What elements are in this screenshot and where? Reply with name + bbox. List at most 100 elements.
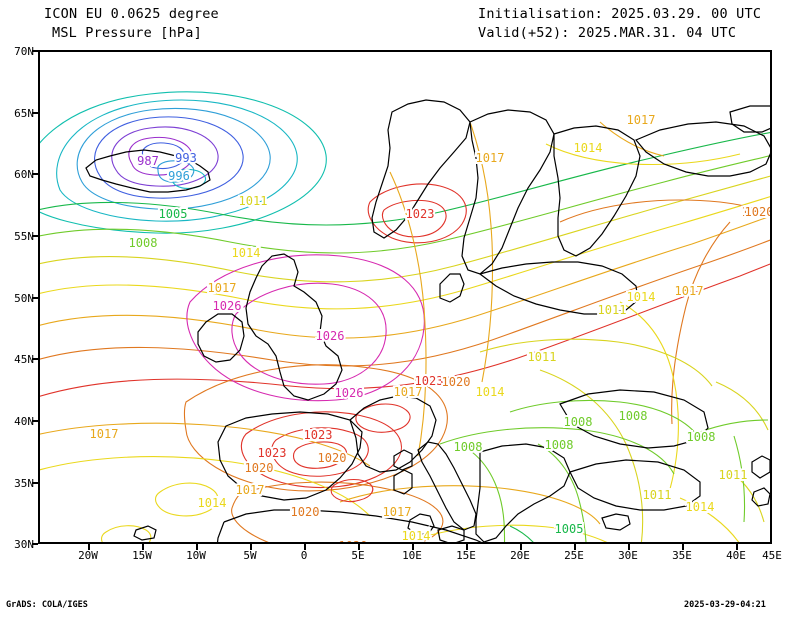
contour-label: 1020 (742, 205, 770, 219)
svg-text:1014: 1014 (476, 385, 505, 399)
contour-label: 1008 (129, 236, 158, 250)
svg-text:1011: 1011 (719, 468, 748, 482)
svg-text:996: 996 (168, 169, 190, 183)
contour-label: 1023 (304, 428, 333, 442)
grads-credit-label: GrADS: COLA/IGES (6, 600, 88, 610)
x-tick-label-15E: 15E (456, 549, 476, 562)
svg-text:1011: 1011 (598, 303, 627, 317)
x-tick-label-20W: 20W (78, 549, 98, 562)
svg-text:1020: 1020 (245, 461, 274, 475)
svg-text:1014: 1014 (402, 529, 431, 542)
render-timestamp: 2025-03-29-04:21 (684, 600, 766, 610)
svg-text:1020: 1020 (745, 205, 770, 219)
svg-text:1023: 1023 (415, 374, 444, 388)
x-tick-label-20E: 20E (510, 549, 530, 562)
contour-group-1017 (40, 121, 665, 525)
y-tick-mark (32, 50, 38, 52)
contour-label: 1011 (239, 194, 268, 208)
contour-group-atlantic-bands (40, 132, 770, 397)
contour-label: 1014 (402, 529, 431, 542)
contour-label: 996 (168, 169, 190, 183)
contour-label: 1014 (198, 496, 227, 510)
y-tick-label-40N: 40N (14, 415, 34, 428)
svg-text:1017: 1017 (90, 427, 119, 441)
contour-lines (40, 91, 770, 542)
x-tick-mark (412, 544, 414, 550)
svg-text:1014: 1014 (574, 141, 603, 155)
contour-label: 1017 (675, 284, 704, 298)
svg-text:1017: 1017 (394, 385, 423, 399)
contour-label: 1017 (394, 385, 423, 399)
svg-text:1011: 1011 (528, 350, 557, 364)
x-tick-label-35E: 35E (672, 549, 692, 562)
contour-label: 1014 (232, 246, 261, 260)
contour-label: 1008 (564, 415, 593, 429)
x-tick-mark (628, 544, 630, 550)
svg-text:1023: 1023 (304, 428, 333, 442)
x-tick-mark (466, 544, 468, 550)
x-tick-mark (88, 544, 90, 550)
contour-label: 1020 (291, 505, 320, 519)
y-tick-mark (32, 543, 38, 545)
contour-label: 1023 (415, 374, 444, 388)
contour-label: 1020 (442, 375, 471, 389)
y-tick-label-30N: 30N (14, 538, 34, 551)
contour-label: 1008 (619, 409, 648, 423)
contour-label: 1026 (335, 386, 364, 400)
x-tick-label-5E: 5E (351, 549, 365, 562)
x-tick-label-15W: 15W (132, 549, 152, 562)
contour-group-1020 (183, 199, 770, 542)
svg-text:987: 987 (137, 154, 159, 168)
contour-label: 1014 (574, 141, 603, 155)
contour-group-1014 (40, 143, 741, 542)
x-tick-mark (358, 544, 360, 550)
x-tick-mark (142, 544, 144, 550)
contour-label: 1005 (555, 522, 584, 536)
svg-text:1014: 1014 (198, 496, 227, 510)
svg-text:1008: 1008 (545, 438, 574, 452)
y-tick-mark (32, 358, 38, 360)
svg-text:1023: 1023 (214, 299, 243, 313)
contour-label: 1014 (627, 290, 656, 304)
contour-label: 1020 (318, 451, 347, 465)
y-tick-mark (32, 235, 38, 237)
initialisation-label: Initialisation: 2025.03.29. 00 UTC (478, 6, 762, 22)
x-tick-label-10E: 10E (402, 549, 422, 562)
contour-label: 1005 (159, 207, 188, 221)
contour-group-1023 (240, 183, 467, 489)
contour-label: 1008 (687, 430, 716, 444)
contour-label: 1020 (339, 539, 368, 542)
svg-text:993: 993 (175, 151, 197, 165)
x-tick-mark (520, 544, 522, 550)
contour-label: 1017 (90, 427, 119, 441)
svg-text:1014: 1014 (232, 246, 261, 260)
svg-text:1011: 1011 (239, 194, 268, 208)
y-tick-mark (32, 297, 38, 299)
contour-label: 1008 (454, 440, 483, 454)
x-tick-label-10W: 10W (186, 549, 206, 562)
x-tick-mark (736, 544, 738, 550)
x-tick-label-40E: 40E (726, 549, 746, 562)
contour-label: 1011 (598, 303, 627, 317)
svg-text:1017: 1017 (236, 483, 265, 497)
svg-text:1020: 1020 (339, 539, 368, 542)
svg-text:1017: 1017 (383, 505, 412, 519)
contour-label: 1017 (208, 281, 237, 295)
contour-label: 1017 (627, 113, 656, 127)
x-tick-label-25E: 25E (564, 549, 584, 562)
svg-text:1005: 1005 (555, 522, 584, 536)
svg-text:1017: 1017 (208, 281, 237, 295)
coastlines (85, 99, 770, 542)
x-tick-mark (304, 544, 306, 550)
y-tick-label-35N: 35N (14, 477, 34, 490)
y-tick-label-45N: 45N (14, 353, 34, 366)
map-plot-area: 987 987 993 993 996 996 1005 1005 1008 1008 1011 10… (38, 50, 772, 544)
y-tick-label-70N: 70N (14, 45, 34, 58)
y-tick-label-65N: 65N (14, 107, 34, 120)
svg-text:1026: 1026 (316, 329, 345, 343)
field-title: MSL Pressure [hPa] (52, 25, 202, 41)
contour-label: 1026 (316, 329, 345, 343)
svg-text:1017: 1017 (675, 284, 704, 298)
